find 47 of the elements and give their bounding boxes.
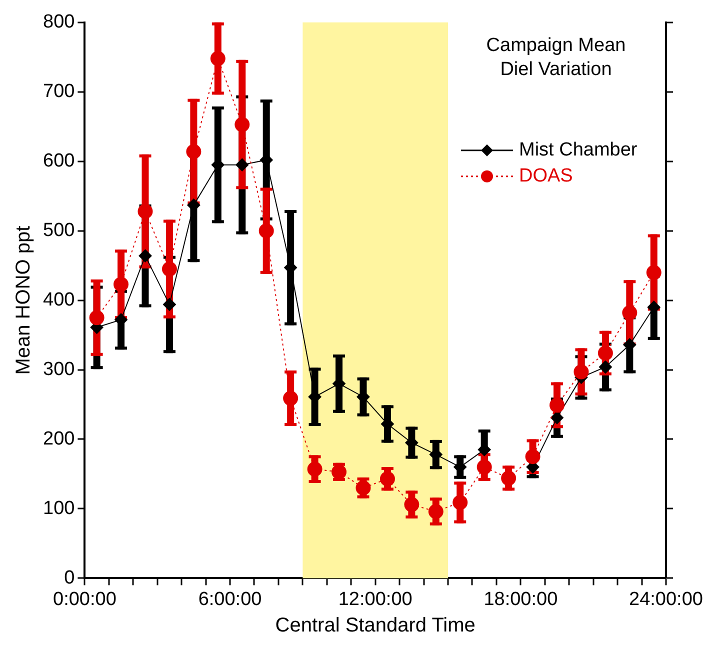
point bbox=[236, 158, 249, 172]
point bbox=[258, 223, 274, 238]
y-tick-label: 800 bbox=[43, 12, 75, 33]
y-tick-label: 700 bbox=[43, 81, 75, 102]
y-tick-label: 400 bbox=[43, 290, 75, 311]
point bbox=[138, 249, 152, 262]
y-tick-label: 600 bbox=[43, 150, 75, 172]
y-axis-title: Mean HONO ppt bbox=[12, 225, 35, 375]
point bbox=[452, 494, 468, 510]
point bbox=[476, 460, 492, 475]
y-tick-label: 200 bbox=[43, 428, 75, 450]
point bbox=[307, 462, 322, 477]
text: Campaign Mean Diel Variation bbox=[486, 35, 626, 80]
point bbox=[186, 144, 202, 160]
y-tick-label: 0 bbox=[64, 567, 75, 588]
point bbox=[162, 262, 177, 277]
x-axis-title: Central Standard Time bbox=[275, 614, 476, 637]
point bbox=[283, 390, 298, 406]
point bbox=[210, 51, 226, 66]
point bbox=[138, 204, 153, 219]
y-tick-label: 500 bbox=[43, 220, 75, 242]
point bbox=[550, 411, 564, 424]
x-tick-label: 6:00:00 bbox=[198, 588, 262, 610]
point bbox=[550, 398, 565, 413]
point bbox=[234, 117, 250, 132]
point bbox=[525, 449, 540, 464]
point bbox=[404, 497, 420, 512]
point bbox=[356, 480, 371, 496]
point bbox=[598, 346, 613, 361]
point bbox=[598, 360, 612, 374]
point bbox=[574, 364, 589, 380]
point bbox=[622, 305, 638, 320]
legend-label: DOAS bbox=[519, 166, 573, 187]
point bbox=[646, 265, 662, 280]
x-tick-label: 12:00:00 bbox=[338, 588, 412, 610]
point bbox=[162, 298, 176, 311]
point bbox=[114, 276, 129, 292]
legend-label: Mist Chamber bbox=[519, 140, 638, 161]
point bbox=[89, 310, 104, 326]
y-tick-label: 100 bbox=[43, 498, 75, 519]
point bbox=[501, 470, 516, 486]
x-tick-label: 0:00:00 bbox=[53, 588, 116, 610]
point bbox=[428, 504, 444, 520]
point bbox=[380, 471, 395, 486]
x-tick-label: 24:00:00 bbox=[629, 588, 703, 610]
x-tick-label: 18:00:00 bbox=[484, 588, 558, 610]
y-tick-label: 300 bbox=[43, 359, 75, 380]
